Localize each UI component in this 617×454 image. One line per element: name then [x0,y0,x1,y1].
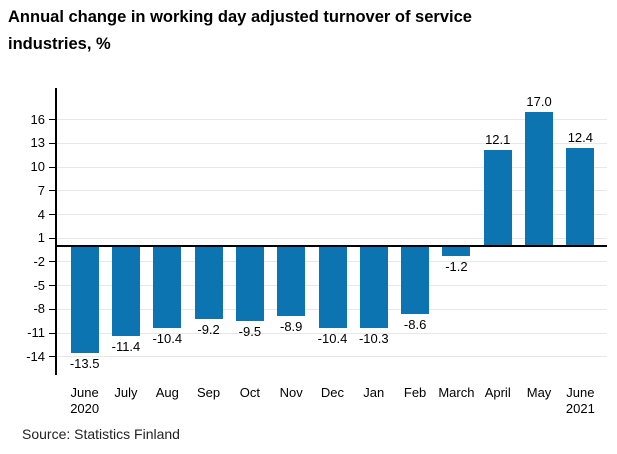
gridline [57,332,607,334]
y-tick-label: -8 [33,301,45,317]
x-axis-label: April [484,385,511,400]
bar-value-label: -1.2 [445,258,468,274]
x-axis-label: Jan [363,385,385,400]
bar-value-label: 12.4 [567,130,593,146]
x-axis-label: Feb [403,385,427,400]
bar [442,246,471,256]
x-axis-label: Nov [279,385,303,400]
bar [359,246,388,328]
bar-value-label: -8.9 [279,319,303,335]
y-tick-label: -14 [26,348,45,364]
y-tick-mark [49,261,57,263]
gridline [57,214,607,215]
y-tick-mark [49,142,57,144]
gridline [57,142,607,144]
x-axis-label: June 2021 [565,385,595,416]
y-tick-mark [49,308,57,310]
bar [70,246,99,353]
bar-value-label: -9.2 [197,321,220,337]
y-tick-label: 1 [37,230,45,246]
y-tick-label: 13 [30,135,45,151]
bar-value-label: -10.3 [358,330,389,346]
y-tick-label: 4 [37,206,45,222]
y-tick-label: -5 [33,277,45,293]
bar [194,246,223,319]
x-axis-label: May [526,385,552,400]
y-tick-label: -2 [33,253,45,269]
bar [153,246,182,329]
gridline [57,356,607,358]
gridline [57,237,607,239]
bar-value-label: -10.4 [152,331,183,347]
bar [277,246,306,317]
bar [111,246,140,337]
bar-value-label: -9.5 [238,324,262,340]
bar-value-label: 17.0 [526,93,552,109]
x-axis-label: Sep [197,385,221,400]
bar-value-label: -13.5 [69,355,100,371]
bar-value-label: 12.1 [485,132,511,148]
zero-axis-line [55,245,607,248]
x-axis-label: Dec [320,385,345,400]
x-axis-label: March [438,385,475,400]
bar-chart: 16 13 10 7 4 1 -2 -5 -8 -11 -14 -13.5 -11.4 -10.4 -9.2… [0,80,617,425]
y-tick-mark [49,119,57,121]
y-tick-mark [49,237,57,239]
bar [401,246,430,315]
gridline [57,190,607,192]
y-tick-mark [49,356,57,358]
chart-title: Annual change in working day adjusted tu… [8,8,472,53]
bar-value-label: -8.6 [403,317,427,333]
x-axis-label: July [114,385,138,400]
y-tick-label: 16 [30,111,45,127]
bar [483,150,512,247]
x-axis-label: June 2020 [70,385,100,416]
y-tick-label: -11 [27,325,45,341]
x-axis-label: Oct [239,385,260,400]
y-tick-label: 7 [37,182,45,198]
y-tick-mark [49,332,57,334]
bar [566,148,595,247]
bar [318,246,347,329]
bar-value-label: -10.4 [317,331,348,347]
y-tick-mark [49,166,57,168]
y-axis-line [55,88,57,375]
source-note: Source: Statistics Finland [22,426,180,442]
y-tick-label: 10 [30,159,45,175]
gridline [57,119,607,121]
bar [235,246,264,322]
y-tick-mark [49,214,57,215]
x-axis-label: Aug [155,385,179,400]
y-tick-mark [49,285,57,287]
y-tick-mark [49,190,57,192]
bar-value-label: -11.4 [111,339,141,355]
bar [525,111,554,247]
gridline [57,166,607,168]
